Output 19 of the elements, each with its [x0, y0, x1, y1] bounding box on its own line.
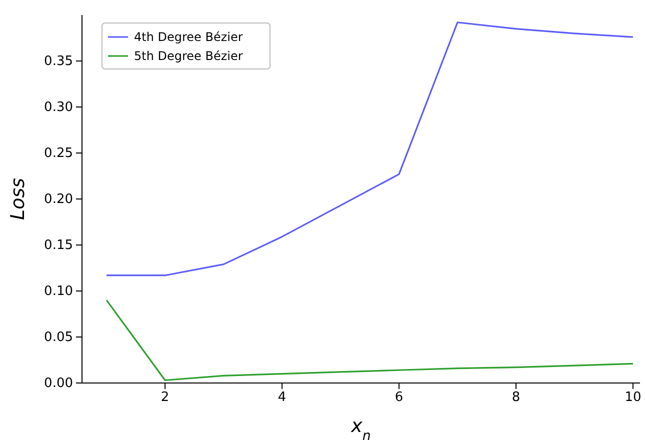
y-tick-label: 0.35 [44, 54, 73, 70]
y-tick-label: 0.15 [44, 238, 73, 254]
x-tick-label: 8 [512, 390, 520, 406]
y-tick-label: 0.00 [44, 376, 73, 392]
x-tick-label: 2 [160, 390, 170, 406]
y-tick-label: 0.30 [44, 100, 73, 116]
line-series [106, 299, 634, 382]
y-tick-label: 0.05 [44, 330, 73, 346]
y-tick-label: 0.20 [44, 192, 73, 208]
legend-label: 4th Degree Bézier [134, 30, 243, 44]
x-tick-label: 10 [624, 390, 642, 406]
y-axis-title: Loss [7, 178, 29, 220]
y-tick-label: 0.10 [44, 284, 73, 300]
x-tick-label: 4 [278, 390, 286, 406]
x-axis-title: x$_{n}$ [350, 415, 371, 440]
legend-label: 5th Degree Bézier [134, 49, 243, 63]
y-tick-label: 0.25 [44, 146, 73, 162]
line-series [106, 22, 634, 276]
x-tick-label: 6 [394, 390, 404, 406]
